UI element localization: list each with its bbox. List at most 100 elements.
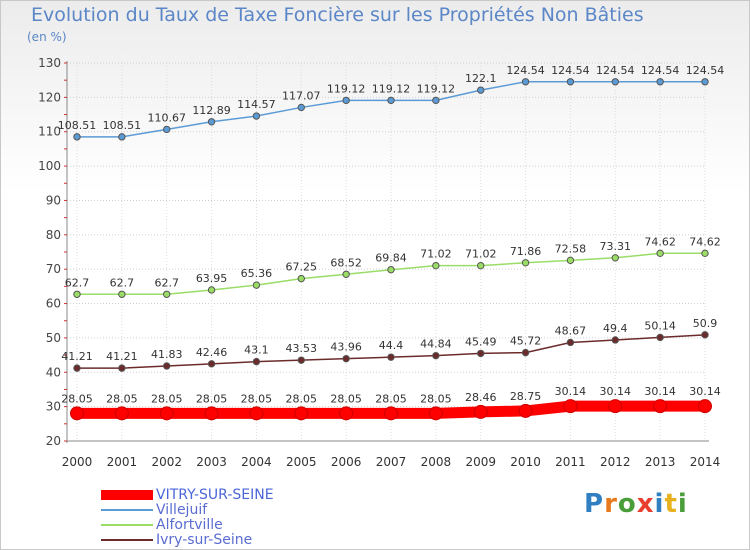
- data-label: 28.05: [420, 392, 452, 405]
- data-label: 30.14: [644, 385, 676, 398]
- data-label: 114.57: [237, 98, 276, 111]
- data-point: [297, 356, 305, 364]
- data-label: 30.14: [600, 385, 632, 398]
- data-label: 72.58: [555, 242, 587, 255]
- data-point: [252, 357, 261, 366]
- data-label: 28.05: [106, 392, 138, 405]
- data-point: [384, 406, 398, 421]
- data-point: [294, 406, 309, 421]
- data-point: [114, 406, 129, 421]
- data-label: 45.72: [510, 335, 542, 348]
- data-point: [518, 403, 533, 418]
- data-point: [653, 399, 668, 414]
- data-label: 28.05: [330, 392, 362, 405]
- data-label: 28.05: [151, 392, 183, 405]
- data-point: [207, 286, 216, 294]
- legend-item: Villejuif: [101, 502, 274, 517]
- data-label: 108.51: [58, 119, 97, 132]
- data-label: 117.07: [282, 89, 321, 102]
- legend-label: VITRY-SUR-SEINE: [156, 486, 274, 503]
- data-label: 28.05: [375, 392, 407, 405]
- data-point: [118, 290, 126, 298]
- data-label: 49.4: [603, 322, 628, 335]
- data-point: [611, 336, 619, 344]
- data-point: [387, 266, 395, 274]
- legend-swatch: [101, 508, 153, 511]
- data-point: [701, 78, 709, 86]
- data-label: 71.02: [420, 248, 452, 261]
- data-point: [207, 118, 216, 126]
- data-point: [521, 348, 530, 357]
- data-point: [477, 261, 485, 270]
- y-tick-label: 30: [46, 400, 61, 414]
- data-label: 42.46: [196, 346, 228, 359]
- data-point: [387, 353, 395, 361]
- legend-item: Alfortville: [101, 517, 274, 532]
- brand-letter: t: [664, 489, 678, 519]
- data-point: [342, 270, 350, 278]
- data-point: [477, 86, 485, 94]
- data-label: 63.95: [196, 272, 228, 285]
- y-tick-label: 80: [46, 228, 61, 242]
- legend-label: Alfortville: [156, 516, 223, 533]
- x-tick-label: 2011: [555, 455, 586, 469]
- data-point: [428, 406, 443, 421]
- y-tick-label: 120: [38, 90, 61, 104]
- data-label: 28.75: [510, 390, 542, 403]
- data-label: 124.54: [686, 64, 725, 77]
- brand-letter: i: [654, 489, 665, 519]
- data-label: 62.7: [154, 276, 179, 289]
- data-label: 71.02: [465, 248, 497, 261]
- y-tick-label: 50: [46, 331, 61, 345]
- data-label: 112.89: [192, 104, 231, 117]
- data-point: [611, 254, 619, 262]
- brand-letter: r: [604, 489, 618, 519]
- data-label: 124.54: [596, 64, 635, 77]
- data-point: [73, 290, 81, 298]
- y-tick-label: 60: [46, 297, 61, 311]
- data-label: 110.67: [147, 111, 186, 124]
- data-point: [701, 249, 709, 258]
- x-tick-label: 2005: [286, 455, 317, 469]
- data-label: 41.21: [106, 350, 138, 363]
- data-point: [118, 133, 126, 141]
- data-point: [297, 274, 305, 283]
- y-tick-label: 100: [38, 159, 61, 173]
- data-point: [521, 259, 530, 267]
- x-tick-label: 2006: [331, 455, 362, 469]
- x-tick-label: 2014: [690, 455, 721, 469]
- data-point: [656, 249, 664, 258]
- legend-item: VITRY-SUR-SEINE: [101, 487, 274, 502]
- data-point: [432, 96, 440, 105]
- data-label: 28.05: [196, 392, 228, 405]
- brand-letter: P: [584, 489, 605, 519]
- data-point: [70, 406, 84, 421]
- data-label: 30.14: [689, 385, 721, 398]
- data-point: [252, 112, 261, 120]
- data-point: [477, 349, 485, 358]
- legend-item: Ivry-sur-Seine: [101, 532, 274, 547]
- y-tick-label: 130: [38, 56, 61, 70]
- chart-title: Evolution du Taux de Taxe Foncière sur l…: [31, 4, 644, 26]
- data-point: [656, 333, 664, 342]
- x-tick-label: 2012: [600, 455, 631, 469]
- legend-label: Ivry-sur-Seine: [156, 531, 253, 548]
- data-point: [608, 399, 623, 414]
- legend-swatch: [101, 489, 153, 500]
- brand-letter: i: [677, 489, 688, 519]
- data-point: [342, 354, 350, 363]
- data-label: 50.14: [644, 319, 676, 332]
- data-label: 28.05: [241, 392, 273, 405]
- data-label: 69.84: [375, 252, 407, 265]
- data-point: [163, 125, 171, 134]
- legend-swatch: [101, 523, 153, 526]
- data-point: [163, 362, 171, 370]
- brand-logo: Proxiti: [584, 489, 688, 519]
- series-ivry-sur-seine: 41.21 41.21 41.83 42.46 43.1 43.53 43.96 44.4 44…: [61, 317, 718, 372]
- data-label: 50.9: [693, 317, 718, 330]
- data-point: [698, 399, 712, 414]
- data-label: 41.21: [61, 350, 93, 363]
- data-label: 62.7: [65, 276, 90, 289]
- y-axis-unit-label: (en %): [27, 30, 67, 44]
